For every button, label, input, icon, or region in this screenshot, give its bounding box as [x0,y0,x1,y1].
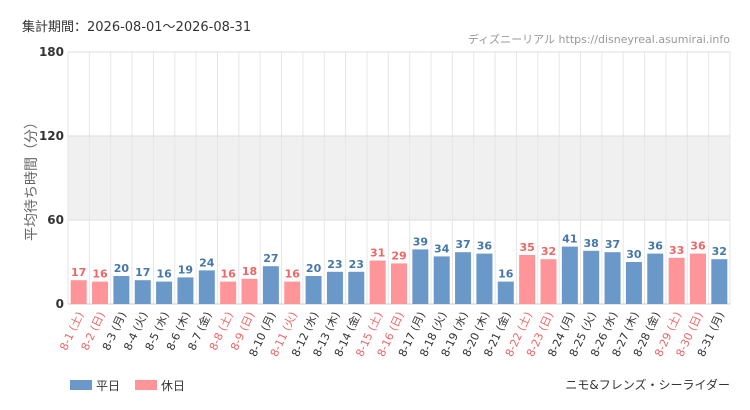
source-label: ディズニーリアル https://disneyreal.asumirai.inf… [468,32,730,46]
value-label: 17 [71,266,86,279]
value-label: 37 [605,238,620,251]
bar [305,276,322,304]
bar [412,249,429,304]
value-labels-group: 17 16 20 17 16 19 24 16 18 27 16 20 23 23 31 29 39 34 37 36… [71,233,727,281]
value-label: 20 [114,262,130,275]
bar [711,259,728,304]
value-label: 16 [498,268,514,281]
bars-group [70,246,728,304]
bar [455,252,472,304]
value-label: 17 [135,266,150,279]
value-label: 35 [519,241,534,254]
bar [262,266,279,304]
value-label: 29 [391,249,406,262]
value-label: 36 [690,240,706,253]
legend: 平日 休日 [70,379,185,393]
value-label: 37 [455,238,470,251]
bar [241,278,258,304]
bar [134,280,151,304]
bar [583,250,600,304]
value-label: 20 [306,262,322,275]
value-label: 23 [327,258,342,271]
y-axis-label: 平均待ち時間（分） [24,115,40,241]
bar [113,276,130,304]
grid-lines [67,51,731,305]
bar [561,246,578,304]
value-label: 19 [178,263,193,276]
value-label: 33 [669,244,684,257]
period-label: 集計期間：2026-08-01～2026-08-31 [22,19,251,35]
value-label: 16 [285,268,301,281]
bar [369,260,386,304]
legend-weekday-label: 平日 [96,379,120,393]
y-tick-labels-group: 0 60 120 180 [39,45,64,311]
y-tick-label: 120 [39,129,64,143]
value-label: 38 [584,237,599,250]
value-label: 16 [156,268,172,281]
legend-holiday-swatch [135,380,157,390]
bar [348,271,365,304]
y-tick-label: 60 [47,213,64,227]
legend-holiday-label: 休日 [161,379,185,393]
highlight-band [68,136,730,220]
value-label: 30 [626,248,642,261]
value-label: 41 [562,233,577,246]
bar [391,263,407,304]
value-label: 36 [648,240,664,253]
bar [198,270,215,304]
bar [497,281,514,304]
bar [689,253,706,304]
bar [625,262,642,304]
value-label: 32 [541,245,556,258]
bar [519,255,536,304]
value-label: 39 [413,235,428,248]
value-label: 34 [434,242,450,255]
bar [647,253,664,304]
y-tick-label: 180 [39,45,64,59]
bar [540,259,557,304]
value-label: 31 [370,247,385,260]
bar [476,253,493,304]
value-label: 24 [199,256,215,269]
y-tick-label: 0 [56,297,64,311]
value-label: 16 [92,268,108,281]
value-label: 36 [477,240,493,253]
attraction-name: ニモ&フレンズ・シーライダー [565,377,730,392]
bar [156,281,173,304]
bar [326,271,343,304]
value-label: 23 [349,258,364,271]
legend-weekday-swatch [70,380,92,390]
bar [220,281,237,304]
bar [668,257,685,304]
bar [92,281,109,304]
bar [433,256,450,304]
bar [284,281,301,304]
value-label: 18 [242,265,257,278]
bar [604,252,621,304]
x-tick-labels-group: 8-1 (土)8-2 (日)8-3 (月)8-4 (火)8-5 (水)8-6 (… [57,309,727,358]
value-label: 27 [263,252,278,265]
bar [177,277,194,304]
value-label: 32 [712,245,727,258]
value-label: 16 [221,268,237,281]
bar [70,280,87,304]
